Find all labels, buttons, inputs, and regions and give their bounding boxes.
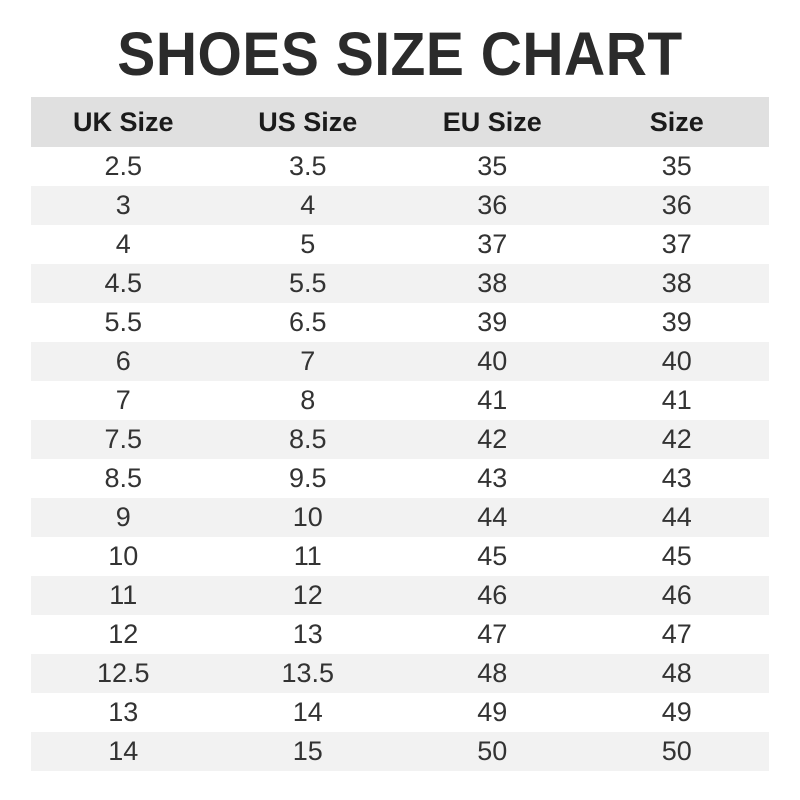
- table-cell: 12.5: [96, 658, 150, 688]
- table-cell: 39: [477, 307, 508, 337]
- table-cell: 43: [661, 463, 692, 493]
- table-cell: 46: [661, 580, 692, 610]
- column-header: US Size: [215, 97, 400, 147]
- table-cell: 11: [109, 580, 138, 610]
- table-head: UK Size US Size EU Size Size: [31, 97, 769, 147]
- table-cell: 14: [292, 697, 323, 727]
- table-cell: 38: [477, 268, 508, 298]
- table-cell: 5: [300, 229, 316, 259]
- table-cell: 48: [661, 658, 692, 688]
- table-cell: 48: [477, 658, 508, 688]
- table-cell: 36: [661, 190, 692, 220]
- table-cell: 10: [108, 541, 139, 571]
- table-cell: 39: [661, 307, 692, 337]
- table-cell: 5.5: [288, 268, 327, 298]
- table-cell: 6.5: [288, 307, 327, 337]
- table-row: 2.5 3.5 35 35: [31, 147, 769, 186]
- table-row: 11 12 46 46: [31, 576, 769, 615]
- table-body: 2.5 3.5 35 35 3 4 36 36 4 5 37 37 4.5 5.5 38 38 5.5 6.5 39…: [31, 147, 769, 771]
- table-cell: 12: [108, 619, 139, 649]
- table-cell: 40: [661, 346, 692, 376]
- table-cell: 41: [477, 385, 508, 415]
- table-cell: 13: [292, 619, 323, 649]
- table-cell: 12: [292, 580, 323, 610]
- table-cell: 13: [108, 697, 139, 727]
- table-cell: 43: [477, 463, 508, 493]
- table-cell: 46: [477, 580, 508, 610]
- table-row: 6 7 40 40: [31, 342, 769, 381]
- table-cell: 9: [115, 502, 131, 532]
- table-cell: 2.5: [104, 151, 143, 181]
- table-row: 7.5 8.5 42 42: [31, 420, 769, 459]
- table-cell: 37: [661, 229, 692, 259]
- table-cell: 7: [300, 346, 316, 376]
- table-cell: 15: [292, 736, 323, 766]
- table-cell: 50: [477, 736, 508, 766]
- table-row: 3 4 36 36: [31, 186, 769, 225]
- table-cell: 35: [477, 151, 508, 181]
- table-cell: 42: [661, 424, 692, 454]
- table-cell: 4.5: [104, 268, 143, 298]
- table-cell: 40: [477, 346, 508, 376]
- table-cell: 47: [477, 619, 508, 649]
- table-row: 5.5 6.5 39 39: [31, 303, 769, 342]
- table-row: 12.5 13.5 48 48: [31, 654, 769, 693]
- table-row: 12 13 47 47: [31, 615, 769, 654]
- table-cell: 8: [300, 385, 316, 415]
- table-cell: 7.5: [104, 424, 143, 454]
- table-cell: 7: [115, 385, 131, 415]
- size-chart-page: SHOES SIZE CHART UK Size US Size EU Size Si…: [0, 19, 800, 771]
- table-cell: 49: [477, 697, 508, 727]
- size-table: UK Size US Size EU Size Size 2.5 3.5 35 35 3 4 36…: [31, 97, 769, 771]
- table-cell: 50: [661, 736, 692, 766]
- table-row: 10 11 45 45: [31, 537, 769, 576]
- table-header-row: UK Size US Size EU Size Size: [31, 97, 769, 147]
- table-cell: 11: [293, 541, 322, 571]
- table-cell: 4: [300, 190, 316, 220]
- table-cell: 38: [661, 268, 692, 298]
- table-cell: 45: [661, 541, 692, 571]
- table-row: 8.5 9.5 43 43: [31, 459, 769, 498]
- table-cell: 8.5: [104, 463, 143, 493]
- table-cell: 13.5: [281, 658, 335, 688]
- table-cell: 9.5: [288, 463, 327, 493]
- table-cell: 3.5: [288, 151, 327, 181]
- table-row: 9 10 44 44: [31, 498, 769, 537]
- table-cell: 14: [108, 736, 139, 766]
- table-cell: 4: [115, 229, 131, 259]
- table-cell: 41: [661, 385, 692, 415]
- table-cell: 5.5: [104, 307, 143, 337]
- column-header: EU Size: [400, 97, 585, 147]
- table-cell: 44: [477, 502, 508, 532]
- table-cell: 37: [477, 229, 508, 259]
- table-cell: 8.5: [288, 424, 327, 454]
- table-cell: 49: [661, 697, 692, 727]
- table-cell: 10: [292, 502, 323, 532]
- table-cell: 47: [661, 619, 692, 649]
- table-row: 7 8 41 41: [31, 381, 769, 420]
- table-cell: 45: [477, 541, 508, 571]
- table-cell: 6: [115, 346, 131, 376]
- table-cell: 36: [477, 190, 508, 220]
- table-cell: 35: [661, 151, 692, 181]
- table-row: 14 15 50 50: [31, 732, 769, 771]
- page-title: SHOES SIZE CHART: [117, 19, 683, 89]
- table-cell: 3: [115, 190, 131, 220]
- table-cell: 44: [661, 502, 692, 532]
- table-row: 4.5 5.5 38 38: [31, 264, 769, 303]
- table-cell: 42: [477, 424, 508, 454]
- column-header: UK Size: [31, 97, 216, 147]
- table-row: 13 14 49 49: [31, 693, 769, 732]
- column-header: Size: [584, 97, 769, 147]
- table-row: 4 5 37 37: [31, 225, 769, 264]
